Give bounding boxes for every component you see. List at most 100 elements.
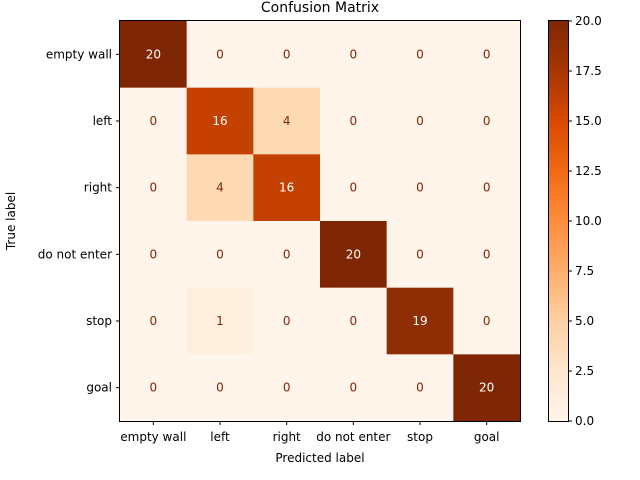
cell-value-label: 0 — [416, 114, 424, 128]
heatmap-cell — [253, 21, 321, 89]
x-tick-label: stop — [407, 430, 433, 444]
y-tick-label: stop — [86, 314, 112, 328]
y-axis-label: True label — [4, 192, 18, 251]
cell-value-label: 4 — [216, 181, 224, 195]
colorbar-tick-label: 2.5 — [575, 364, 594, 378]
y-tick-label: left — [93, 114, 113, 128]
colorbar-ticks: 0.0 2.5 5.0 7.5 10.0 12.5 15.0 17.5 20.0 — [568, 14, 602, 428]
heatmap-cell — [453, 287, 521, 355]
cell-value-label: 0 — [416, 381, 424, 395]
heatmap-cell — [386, 287, 454, 355]
x-tick-label: right — [273, 430, 301, 444]
heatmap-cell — [320, 354, 388, 422]
y-tick-label: do not enter — [38, 247, 112, 261]
cell-value-label: 0 — [150, 181, 158, 195]
x-tick-label: goal — [474, 430, 500, 444]
heatmap-cell — [120, 354, 188, 422]
cell-value-label: 0 — [350, 47, 358, 61]
heatmap-cell — [386, 221, 454, 289]
colorbar-tick-label: 20.0 — [575, 14, 602, 28]
x-tick-label: empty wall — [120, 430, 186, 444]
cell-value-label: 16 — [212, 114, 227, 128]
y-tick-label: empty wall — [46, 47, 112, 61]
heatmap-cell — [453, 154, 521, 222]
cell-value-label: 0 — [283, 314, 291, 328]
cell-value-label: 0 — [416, 47, 424, 61]
cell-value-label: 0 — [350, 381, 358, 395]
cell-value-label: 0 — [283, 47, 291, 61]
cell-value-label: 0 — [483, 314, 491, 328]
x-tick-label: do not enter — [316, 430, 390, 444]
colorbar-tick-label: 7.5 — [575, 264, 594, 278]
heatmap-cell — [253, 221, 321, 289]
cell-value-label: 4 — [283, 114, 291, 128]
cell-value-label: 0 — [483, 181, 491, 195]
heatmap-cell — [253, 87, 321, 155]
heatmap-cell — [320, 287, 388, 355]
cell-value-label: 0 — [150, 114, 158, 128]
heatmap-cell — [453, 87, 521, 155]
heatmap-cell — [453, 354, 521, 422]
heatmap-cell — [386, 154, 454, 222]
cell-value-label: 0 — [283, 381, 291, 395]
heatmap-cell — [120, 287, 188, 355]
cell-value-label: 0 — [350, 114, 358, 128]
y-axis-ticks: empty wall left right do not enter stop goal — [38, 47, 120, 395]
cell-value-label: 16 — [279, 181, 294, 195]
heatmap-cell — [186, 287, 254, 355]
colorbar-tick-label: 17.5 — [575, 64, 602, 78]
cell-value-label: 20 — [146, 47, 161, 61]
cell-value-label: 19 — [412, 314, 427, 328]
cell-value-label: 0 — [416, 247, 424, 261]
cell-value-label: 20 — [346, 247, 361, 261]
x-axis-label: Predicted label — [275, 451, 364, 465]
heatmap-cell — [453, 221, 521, 289]
cell-value-label: 0 — [216, 47, 224, 61]
heatmap-cells — [120, 21, 521, 422]
heatmap-cell — [320, 87, 388, 155]
cell-value-label: 1 — [216, 314, 224, 328]
heatmap-cell — [120, 221, 188, 289]
cell-value-label: 0 — [483, 247, 491, 261]
heatmap-cell — [120, 154, 188, 222]
heatmap-cell — [253, 287, 321, 355]
cell-value-label: 0 — [350, 181, 358, 195]
heatmap-cell — [186, 154, 254, 222]
heatmap-cell — [253, 154, 321, 222]
x-tick-label: left — [210, 430, 230, 444]
heatmap-cell — [386, 354, 454, 422]
heatmap-cell — [120, 21, 188, 89]
cell-value-label: 0 — [483, 114, 491, 128]
heatmap-cell — [320, 154, 388, 222]
cell-value-label: 0 — [283, 247, 291, 261]
colorbar-tick-label: 12.5 — [575, 164, 602, 178]
cell-value-label: 0 — [350, 314, 358, 328]
cell-value-label: 0 — [150, 247, 158, 261]
cell-value-label: 20 — [479, 381, 494, 395]
colorbar-tick-label: 15.0 — [575, 114, 602, 128]
colorbar — [548, 20, 568, 421]
x-axis-ticks: empty wall left right do not enter stop goal — [120, 421, 499, 444]
colorbar-tick-label: 0.0 — [575, 414, 594, 428]
heatmap-frame — [119, 20, 521, 422]
cell-value-label: 0 — [150, 314, 158, 328]
colorbar-tick-label: 10.0 — [575, 214, 602, 228]
y-tick-label: goal — [86, 381, 112, 395]
cell-value-label: 0 — [416, 181, 424, 195]
heatmap-cell — [386, 21, 454, 89]
heatmap-cell — [186, 87, 254, 155]
cell-value-label: 0 — [150, 381, 158, 395]
cell-value-labels: 20 0 0 0 0 0 0 16 4 0 0 0 0 4 16 0 0 0 0 0 0 20 0 0 0 1 0 0 19 0 0 0 0 0 0… — [146, 47, 495, 394]
heatmap-cell — [186, 21, 254, 89]
heatmap-cell — [186, 221, 254, 289]
cell-value-label: 0 — [216, 381, 224, 395]
colorbar-tick-label: 5.0 — [575, 314, 594, 328]
cell-value-label: 0 — [483, 47, 491, 61]
y-tick-label: right — [84, 181, 112, 195]
heatmap-cell — [186, 354, 254, 422]
heatmap-cell — [320, 221, 388, 289]
heatmap-cell — [386, 87, 454, 155]
heatmap-cell — [253, 354, 321, 422]
heatmap-cell — [120, 87, 188, 155]
